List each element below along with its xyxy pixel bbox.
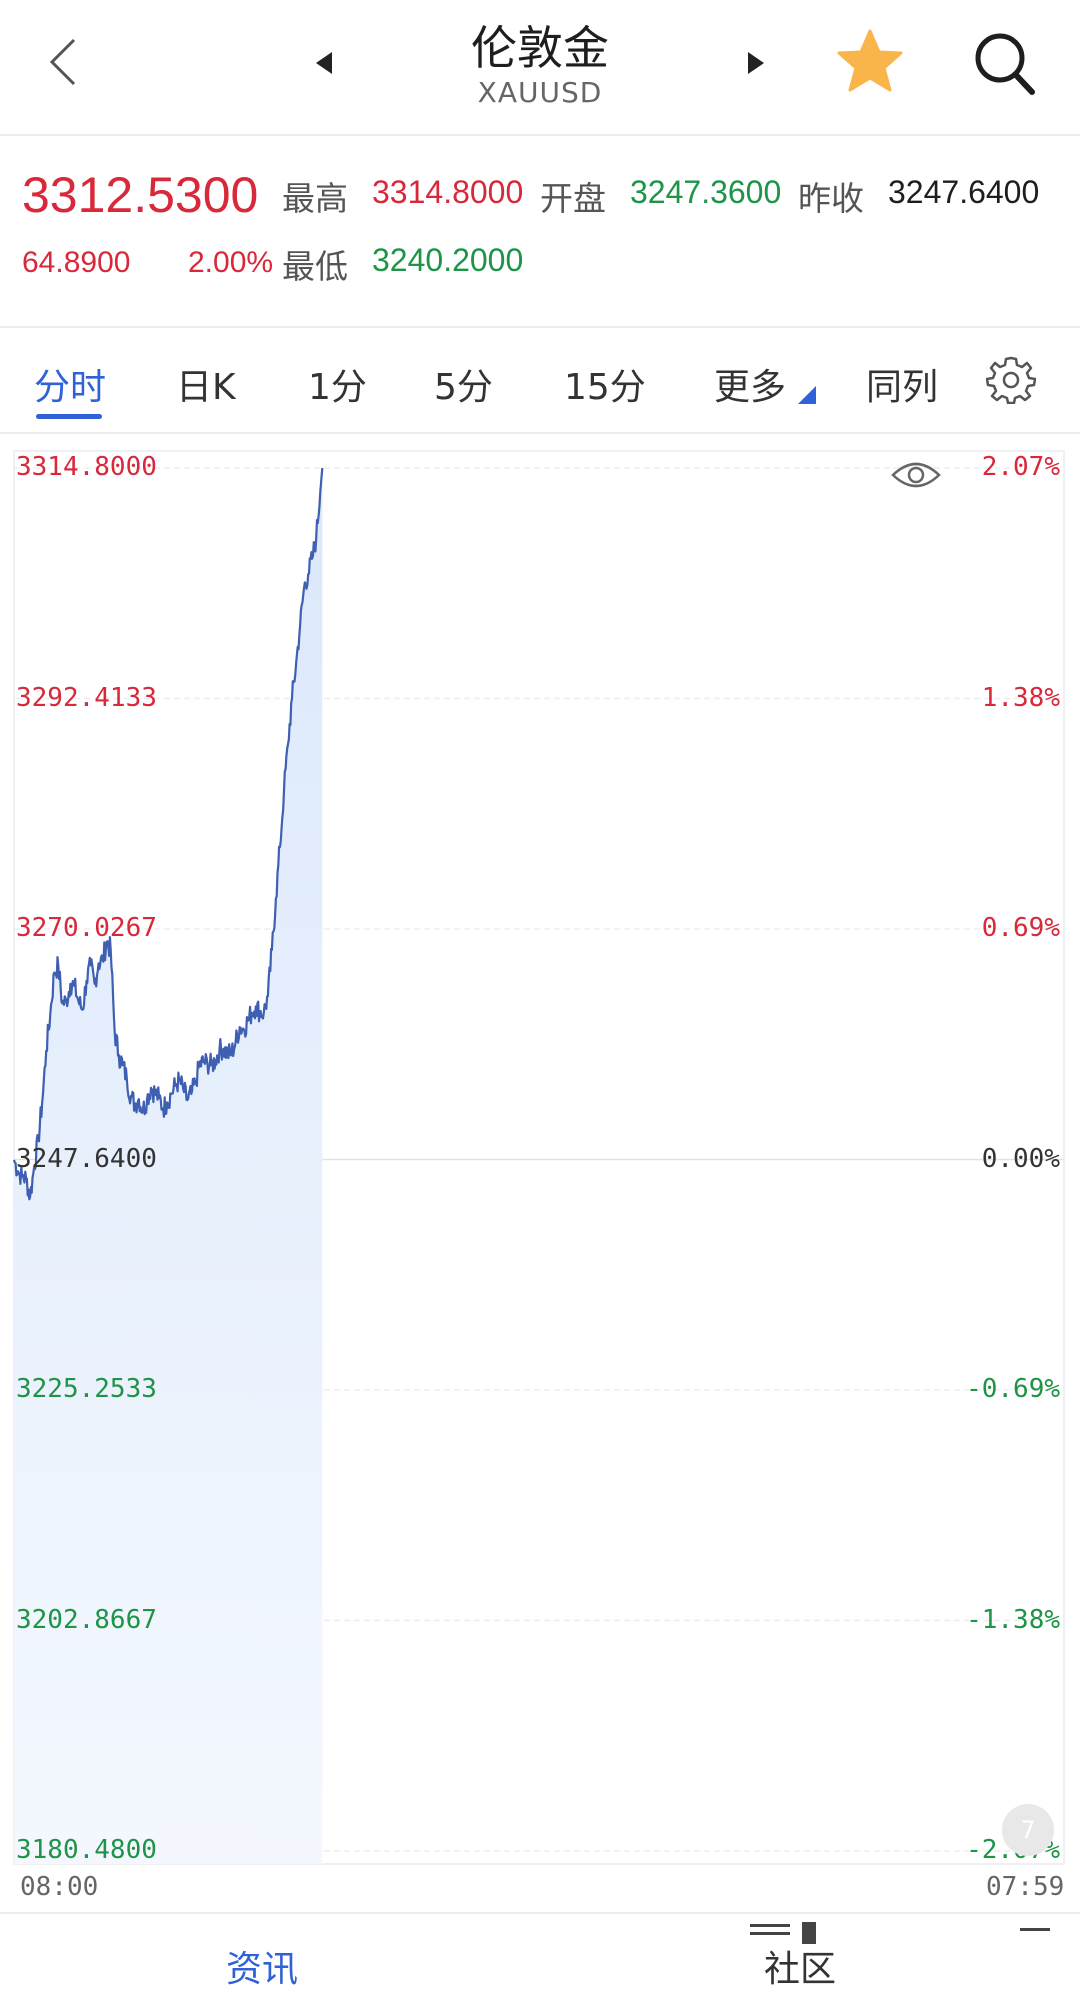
last-price: 3312.5300 xyxy=(22,167,259,223)
x-axis-end-time: 07:59 xyxy=(986,1872,1065,1902)
open-label: 开盘 xyxy=(540,179,606,218)
y-tick-label-right: 0.69% xyxy=(981,913,1060,943)
more-dropdown-icon[interactable] xyxy=(796,386,816,404)
tab-more[interactable]: 更多 xyxy=(714,367,787,408)
chart-frame xyxy=(13,450,1065,1865)
y-tick-label-left: 3180.4800 xyxy=(16,1835,157,1865)
quote-panel: 3312.5300 最高 3314.8000 开盘 3247.3600 昨收 3… xyxy=(0,136,1080,328)
next-instrument-icon[interactable] xyxy=(744,48,768,78)
high-label: 最高 xyxy=(282,179,348,218)
tab-daily-k[interactable]: 日K xyxy=(176,367,236,408)
instrument-title: 伦敦金 xyxy=(471,21,609,75)
tab-compare[interactable]: 同列 xyxy=(866,367,939,408)
settings-gear-icon[interactable] xyxy=(986,354,1036,404)
open-value: 3247.3600 xyxy=(630,174,782,210)
y-tick-label-left: 3202.8667 xyxy=(16,1604,157,1635)
low-value: 3240.2000 xyxy=(372,242,524,278)
change-value: 64.8900 xyxy=(22,246,131,279)
price-area-fill xyxy=(14,468,323,1864)
tab-1min[interactable]: 1分 xyxy=(308,367,367,408)
y-tick-label-left: 3225.2533 xyxy=(16,1374,157,1404)
change-percent: 2.00% xyxy=(188,246,274,279)
scroll-to-top-badge[interactable]: 7 xyxy=(1002,1804,1054,1856)
bottom-nav: 资讯 社区 xyxy=(0,1912,1080,1990)
tab-intraday[interactable]: 分时 xyxy=(34,367,107,408)
y-tick-label-left: 3270.0267 xyxy=(16,913,157,943)
prev-close-value: 3247.6400 xyxy=(888,174,1040,210)
tab-15min[interactable]: 15分 xyxy=(564,367,646,408)
y-tick-label-right: 2.07% xyxy=(981,452,1060,482)
low-label: 最低 xyxy=(282,247,348,286)
top-bar: 伦敦金 XAUUSD xyxy=(0,0,1080,136)
previous-instrument-icon[interactable] xyxy=(312,48,336,78)
intraday-price-chart xyxy=(12,450,1065,1865)
search-icon[interactable] xyxy=(972,30,1036,96)
y-tick-label-right: -1.38% xyxy=(966,1604,1060,1635)
back-arrow-icon[interactable] xyxy=(44,34,84,90)
prev-close-label: 昨收 xyxy=(798,179,864,218)
bottom-tab-news[interactable]: 资讯 xyxy=(226,1949,299,1990)
high-value: 3314.8000 xyxy=(372,174,524,210)
period-tabs: 分时 日K 1分 5分 15分 更多 同列 xyxy=(0,328,1080,434)
y-tick-label-left: 3247.6400 xyxy=(16,1143,157,1174)
price-line xyxy=(12,467,324,1201)
y-tick-label-left: 3314.8000 xyxy=(16,452,157,482)
y-tick-label-right: 1.38% xyxy=(981,682,1060,713)
tab-5min[interactable]: 5分 xyxy=(434,367,493,408)
active-tab-indicator xyxy=(36,414,102,419)
favorite-star-icon[interactable] xyxy=(836,28,904,96)
instrument-symbol: XAUUSD xyxy=(477,76,603,109)
list-menu-icon[interactable] xyxy=(750,1920,1050,1950)
y-tick-label-left: 3292.4133 xyxy=(16,682,157,713)
y-tick-label-right: 0.00% xyxy=(981,1143,1060,1174)
x-axis-start-time: 08:00 xyxy=(20,1872,99,1902)
eye-visibility-icon[interactable] xyxy=(890,455,942,495)
y-tick-label-right: -0.69% xyxy=(966,1374,1060,1404)
